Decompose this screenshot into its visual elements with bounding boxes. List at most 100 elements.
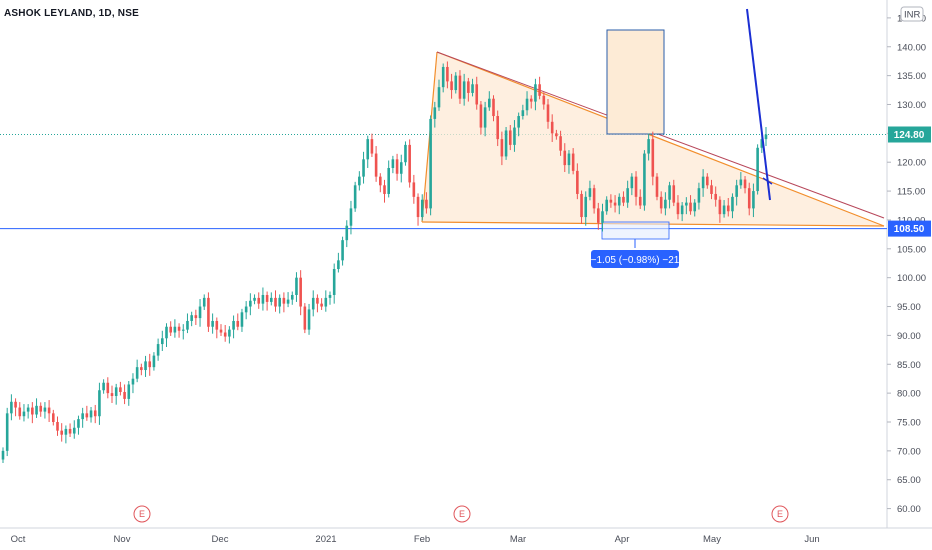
- candle-body: [135, 367, 139, 379]
- candle-body: [726, 205, 730, 212]
- candle-body: [286, 299, 290, 304]
- candle-body: [567, 153, 571, 166]
- candle-body: [492, 98, 495, 117]
- price-tick-label: 140.00: [897, 42, 926, 53]
- blue-trendline: [746, 8, 771, 201]
- candle-body: [446, 66, 449, 82]
- price-tick-label: 100.00: [897, 273, 926, 284]
- candle-body: [123, 391, 126, 399]
- time-tick-label: Jun: [804, 534, 819, 545]
- candle-body: [223, 332, 227, 337]
- candle-body: [647, 139, 650, 154]
- candle-body: [747, 188, 751, 209]
- candle-body: [85, 413, 89, 418]
- candle-body: [576, 170, 579, 194]
- candle-body: [571, 153, 575, 171]
- candle-body: [634, 176, 638, 197]
- candle-body: [613, 202, 617, 206]
- candle-body: [580, 193, 583, 218]
- candle-body: [739, 179, 743, 186]
- candle-body: [270, 297, 273, 302]
- candle-body: [358, 176, 361, 186]
- candle-body: [311, 297, 315, 310]
- price-tick-label: 90.00: [897, 331, 921, 342]
- candle-body: [244, 306, 248, 313]
- measure-label: −1.05 (−0.98%) −21: [591, 255, 680, 266]
- candle-body: [349, 208, 353, 226]
- candle-body: [626, 188, 629, 203]
- candle-body: [207, 297, 210, 327]
- time-tick-label: Nov: [114, 534, 131, 545]
- projection-box: [606, 29, 665, 135]
- candle-body: [588, 188, 592, 197]
- time-tick-label: Oct: [11, 534, 26, 545]
- candle-body: [592, 188, 596, 209]
- price-tick-label: 60.00: [897, 504, 921, 515]
- candle-body: [664, 199, 667, 209]
- support-price-tag-box: [888, 220, 931, 237]
- candle-body: [156, 344, 160, 356]
- candle-body: [173, 326, 177, 333]
- candle-body: [257, 297, 261, 304]
- candle-body: [64, 428, 68, 435]
- candle-body: [324, 297, 328, 307]
- candle-body: [542, 95, 546, 105]
- candle-body: [374, 153, 378, 177]
- candle-body: [584, 196, 588, 218]
- candle-body: [471, 84, 474, 93]
- candle-body: [362, 159, 365, 177]
- candle-body: [320, 303, 323, 307]
- earnings-marker: [771, 505, 789, 523]
- candle-body: [345, 225, 349, 241]
- candle-body: [731, 196, 734, 212]
- candle-body: [186, 320, 189, 330]
- candle-body: [521, 110, 525, 117]
- candle-body: [651, 139, 655, 177]
- candle-body: [504, 130, 508, 157]
- candle-body: [555, 133, 558, 137]
- candle-body: [697, 188, 701, 203]
- price-tick-label: 115.00: [897, 187, 925, 198]
- candle-body: [483, 107, 487, 128]
- time-tick-label: 2021: [315, 534, 336, 545]
- earnings-marker-label: E: [459, 509, 465, 519]
- candle-body: [215, 320, 219, 330]
- time-tick-label: May: [703, 534, 721, 545]
- price-tick-label: 105.00: [897, 244, 926, 255]
- candle-body: [253, 297, 256, 301]
- candle-body: [685, 202, 688, 206]
- candle-body: [47, 407, 51, 414]
- candle-body: [550, 121, 554, 134]
- candle-body: [630, 176, 634, 189]
- candle-body: [416, 196, 420, 218]
- candle-body: [81, 413, 84, 420]
- candle-body: [72, 427, 76, 434]
- earnings-marker: [453, 505, 471, 523]
- candle-body: [228, 329, 231, 337]
- price-tick-label: 130.00: [897, 100, 926, 111]
- candle-body: [680, 205, 684, 215]
- candle-body: [764, 134, 768, 140]
- time-tick-label: Apr: [615, 534, 630, 545]
- candle-body: [500, 139, 504, 157]
- candle-body: [114, 387, 118, 397]
- candle-body: [144, 361, 147, 371]
- candle-body: [31, 407, 34, 415]
- candle-body: [332, 269, 336, 295]
- candle-body: [35, 405, 38, 415]
- candle-body: [249, 300, 252, 307]
- price-axis: 60.00 65.00 70.00 75.00 80.00 85.00 90.00 95.00…: [887, 6, 931, 515]
- candle-body: [735, 185, 738, 197]
- candle-body: [538, 84, 541, 96]
- candle-body: [232, 320, 235, 330]
- candle-body: [743, 179, 747, 189]
- candle-body: [10, 401, 13, 414]
- candle-body: [60, 430, 63, 435]
- candle-body: [391, 159, 395, 168]
- candle-body: [525, 98, 529, 111]
- candle-body: [433, 107, 437, 119]
- candle-body: [546, 104, 550, 122]
- candle-body: [328, 294, 332, 298]
